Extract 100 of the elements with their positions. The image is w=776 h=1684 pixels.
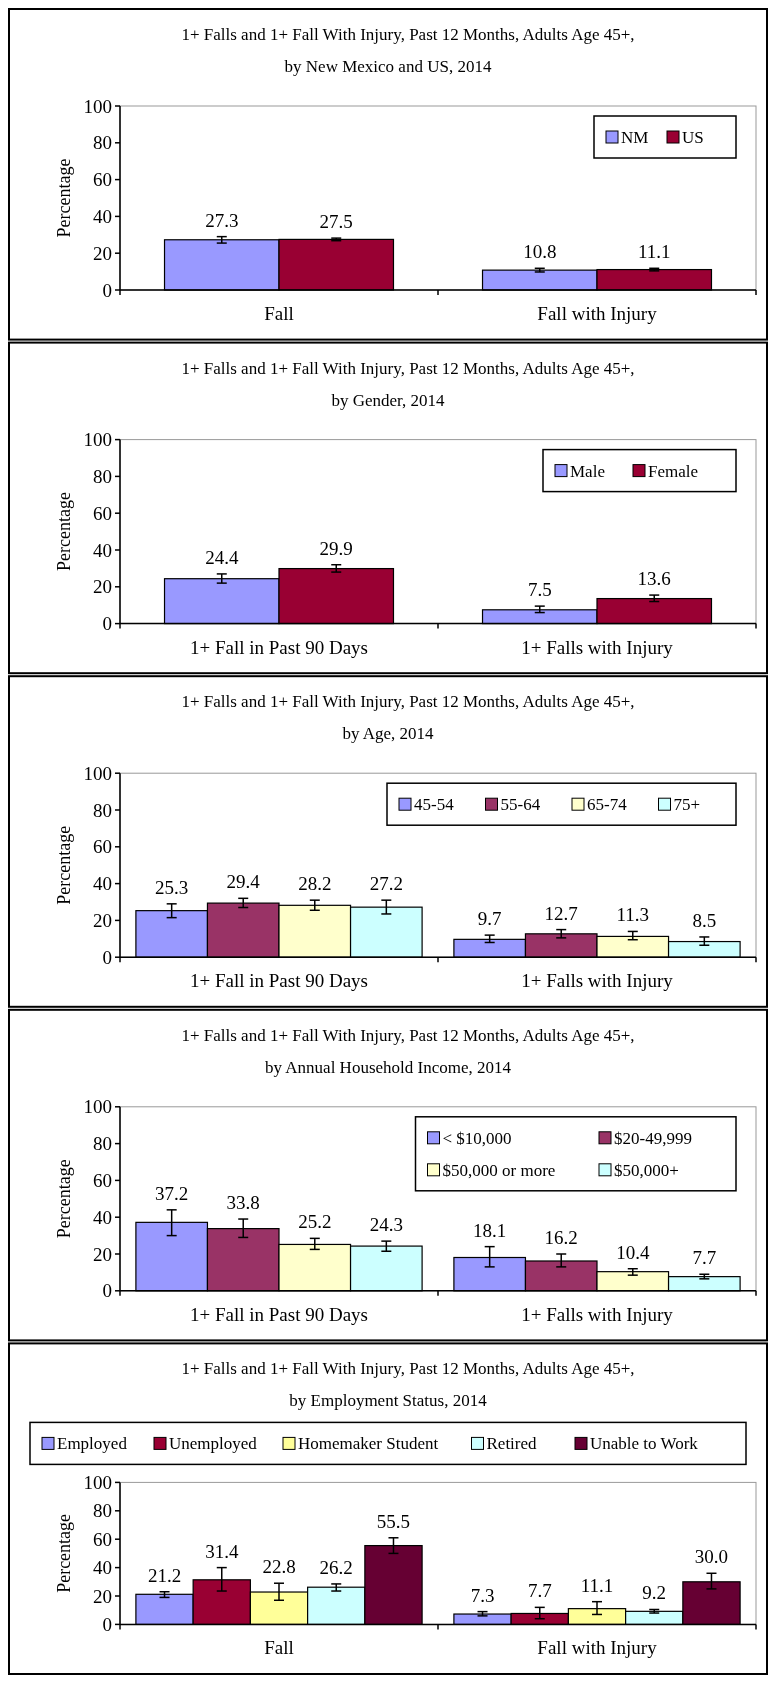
legend-label: Employed	[57, 1434, 128, 1454]
data-label: 13.6	[637, 568, 671, 590]
x-tick-label: Fall with Injury	[537, 303, 658, 324]
y-axis-title: Percentage	[54, 825, 74, 905]
y-tick-label: 100	[83, 429, 112, 451]
y-tick-label: 40	[93, 539, 112, 561]
data-label: 11.1	[637, 241, 671, 263]
x-tick-label: 1+ Falls with Injury	[521, 636, 674, 658]
legend-label: US	[682, 127, 704, 147]
data-label: 27.2	[369, 873, 403, 895]
legend-label: < $10,000	[442, 1128, 512, 1148]
data-label: 7.3	[470, 1584, 495, 1606]
legend-label: Retired	[486, 1434, 538, 1454]
chart-subtitle: by Employment Status, 2014	[289, 1391, 488, 1411]
data-label: 7.7	[692, 1247, 717, 1269]
y-tick-label: 0	[102, 279, 112, 301]
data-label: 11.3	[616, 904, 650, 926]
chart-title: 1+ Falls and 1+ Fall With Injury, Past 12 Months, Adults Age 45+,	[181, 358, 635, 378]
legend-label: $50,000+	[614, 1160, 679, 1180]
y-axis-title: Percentage	[54, 1159, 74, 1239]
legend-label: 75+	[673, 795, 701, 815]
y-tick-label: 80	[93, 1500, 112, 1522]
data-label: 7.7	[527, 1580, 552, 1602]
legend-label: 65-74	[587, 795, 628, 815]
y-tick-label: 0	[102, 1614, 112, 1636]
y-tick-label: 80	[93, 132, 112, 154]
data-label: 21.2	[147, 1564, 182, 1586]
data-label: 18.1	[473, 1219, 507, 1241]
data-label: 10.4	[616, 1241, 650, 1263]
legend-label: Male	[570, 461, 605, 481]
y-tick-label: 20	[93, 576, 112, 598]
data-label: 24.4	[205, 546, 239, 568]
y-tick-label: 100	[83, 1472, 112, 1494]
data-label: 55.5	[376, 1510, 411, 1532]
data-label: 25.3	[155, 876, 189, 898]
y-tick-label: 60	[93, 1170, 112, 1192]
y-tick-label: 60	[93, 836, 112, 858]
y-tick-label: 60	[93, 169, 112, 191]
y-tick-label: 80	[93, 1133, 112, 1155]
data-label: 11.1	[580, 1574, 614, 1596]
legend-label: Unable to Work	[590, 1434, 699, 1454]
y-axis-title: Percentage	[54, 1513, 74, 1593]
x-tick-label: Fall with Injury	[537, 1637, 658, 1659]
x-tick-label: 1+ Fall in Past 90 Days	[189, 970, 369, 992]
legend-label: 55-64	[500, 795, 541, 815]
y-tick-label: 20	[93, 910, 112, 932]
y-tick-label: 100	[83, 1096, 112, 1118]
data-label: 30.0	[694, 1546, 729, 1568]
data-label: 29.9	[319, 537, 353, 559]
y-tick-label: 40	[93, 1557, 112, 1579]
y-tick-label: 80	[93, 799, 112, 821]
data-label: 10.8	[523, 241, 557, 263]
chart-title: 1+ Falls and 1+ Fall With Injury, Past 12 Months, Adults Age 45+,	[181, 25, 635, 44]
data-label: 9.7	[477, 908, 502, 930]
data-label: 25.2	[298, 1211, 332, 1233]
y-tick-label: 40	[93, 873, 112, 895]
legend-label: Female	[648, 461, 699, 481]
legend-label: $20-49,999	[614, 1128, 692, 1148]
y-tick-label: 80	[93, 466, 112, 488]
y-axis-title: Percentage	[54, 492, 74, 572]
y-tick-label: 0	[102, 1280, 112, 1302]
y-tick-label: 60	[93, 1528, 112, 1550]
legend-label: NM	[621, 127, 649, 147]
legend-label: Unemployed	[169, 1434, 258, 1454]
x-tick-label: 1+ Fall in Past 90 Days	[189, 636, 369, 658]
chart-title: 1+ Falls and 1+ Fall With Injury, Past 12 Months, Adults Age 45+,	[181, 1025, 635, 1045]
y-tick-label: 20	[93, 242, 112, 264]
data-label: 26.2	[319, 1556, 353, 1578]
data-label: 29.4	[226, 871, 261, 893]
chart-subtitle: by Gender, 2014	[331, 390, 446, 410]
chart-subtitle: by Age, 2014	[342, 724, 435, 744]
x-tick-label: 1+ Falls with Injury	[521, 1303, 674, 1325]
y-tick-label: 0	[102, 946, 112, 968]
data-label: 37.2	[155, 1182, 189, 1204]
y-tick-label: 40	[93, 206, 112, 228]
y-axis-title: Percentage	[54, 158, 74, 238]
x-tick-label: 1+ Falls with Injury	[521, 970, 674, 992]
data-label: 12.7	[544, 902, 578, 924]
data-label: 7.5	[527, 579, 552, 601]
data-label: 27.5	[319, 211, 353, 233]
y-tick-label: 40	[93, 1206, 112, 1228]
x-tick-label: 1+ Fall in Past 90 Days	[189, 1303, 369, 1325]
data-label: 8.5	[692, 909, 717, 931]
chart-subtitle: by Annual Household Income, 2014	[265, 1057, 512, 1077]
y-tick-label: 20	[93, 1243, 112, 1265]
x-tick-label: Fall	[264, 1637, 294, 1659]
legend-label: 45-54	[414, 795, 455, 815]
x-tick-label: Fall	[264, 303, 294, 324]
data-label: 28.2	[298, 873, 332, 895]
y-tick-label: 100	[83, 95, 112, 117]
data-label: 31.4	[205, 1540, 239, 1562]
y-tick-label: 100	[83, 762, 112, 784]
chart-title: 1+ Falls and 1+ Fall With Injury, Past 12 Months, Adults Age 45+,	[181, 1359, 635, 1379]
y-tick-label: 20	[93, 1585, 112, 1607]
legend-label: $50,000 or more	[442, 1160, 556, 1180]
y-tick-label: 0	[102, 613, 112, 635]
y-tick-label: 60	[93, 502, 112, 524]
data-label: 22.8	[262, 1556, 296, 1578]
chart-title: 1+ Falls and 1+ Fall With Injury, Past 12 Months, Adults Age 45+,	[181, 692, 635, 712]
data-label: 24.3	[369, 1214, 403, 1236]
